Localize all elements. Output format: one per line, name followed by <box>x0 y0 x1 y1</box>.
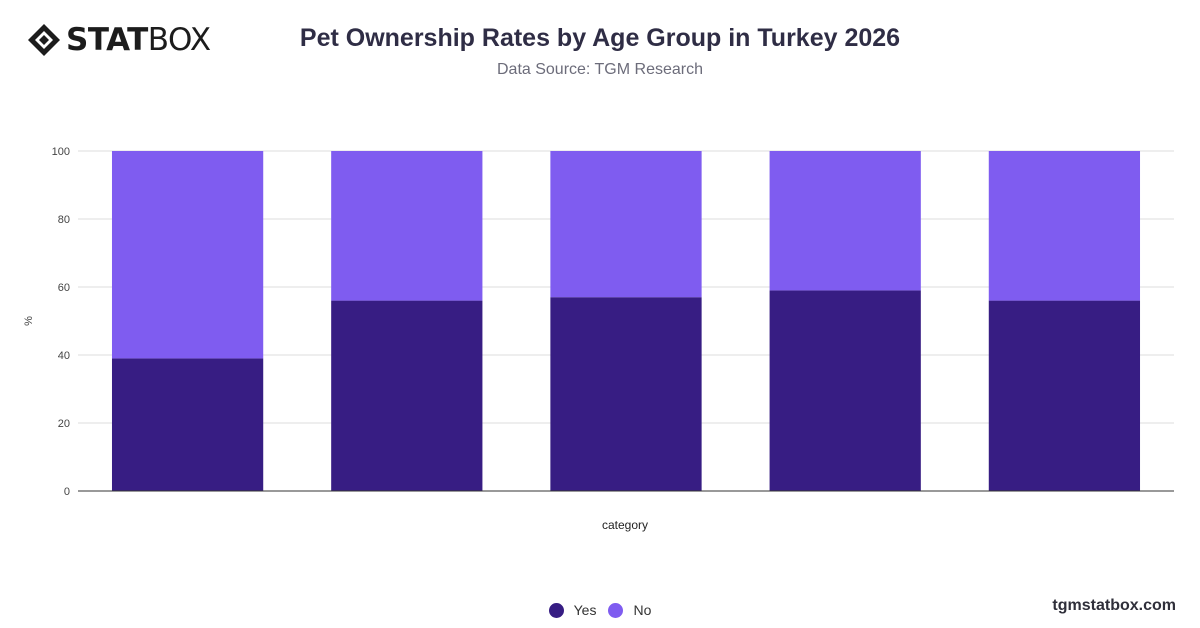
y-tick-label: 80 <box>58 214 70 226</box>
bar-no-4[interactable] <box>769 151 921 291</box>
legend-label-no: No <box>633 602 652 618</box>
statbox-diamond-icon <box>28 24 60 56</box>
bar-yes-3[interactable] <box>550 297 702 491</box>
legend-label-yes: Yes <box>573 602 597 618</box>
statbox-logo: STATBOX <box>26 22 211 58</box>
logo-wordmark-bold: STAT <box>66 22 148 58</box>
bar-yes-5[interactable] <box>988 300 1141 491</box>
bar-yes-4[interactable] <box>769 290 921 491</box>
chart-title: Pet Ownership Rates by Age Group in Turk… <box>299 24 901 52</box>
logo-wordmark-light: BOX <box>147 22 211 58</box>
bars <box>111 151 1141 491</box>
x-axis-label: category <box>602 518 648 532</box>
footer-site-link[interactable]: tgmstatbox.com <box>1052 597 1176 614</box>
legend: Yes No <box>0 602 1200 618</box>
bar-no-5[interactable] <box>988 151 1141 301</box>
y-tick-label: 60 <box>58 282 70 294</box>
bar-no-2[interactable] <box>331 151 483 301</box>
y-tick-label: 40 <box>58 350 70 362</box>
y-tick-label: 100 <box>52 146 70 158</box>
y-tick-label: 20 <box>58 418 70 430</box>
legend-item-yes[interactable]: Yes <box>548 602 597 618</box>
y-tick-labels: 0 20 40 60 80 100 <box>52 146 70 498</box>
legend-swatch-no <box>608 602 624 618</box>
bar-yes-1[interactable] <box>111 358 264 491</box>
bar-no-3[interactable] <box>550 151 702 298</box>
y-axis-label: % <box>23 316 35 326</box>
legend-swatch-yes <box>548 602 564 618</box>
bar-yes-2[interactable] <box>331 300 483 491</box>
bar-no-1[interactable] <box>111 151 264 359</box>
logo-wordmark: STATBOX <box>66 22 211 58</box>
y-tick-label: 0 <box>64 486 70 498</box>
legend-item-no[interactable]: No <box>608 602 651 618</box>
chart-subtitle: Data Source: TGM Research <box>496 61 703 78</box>
